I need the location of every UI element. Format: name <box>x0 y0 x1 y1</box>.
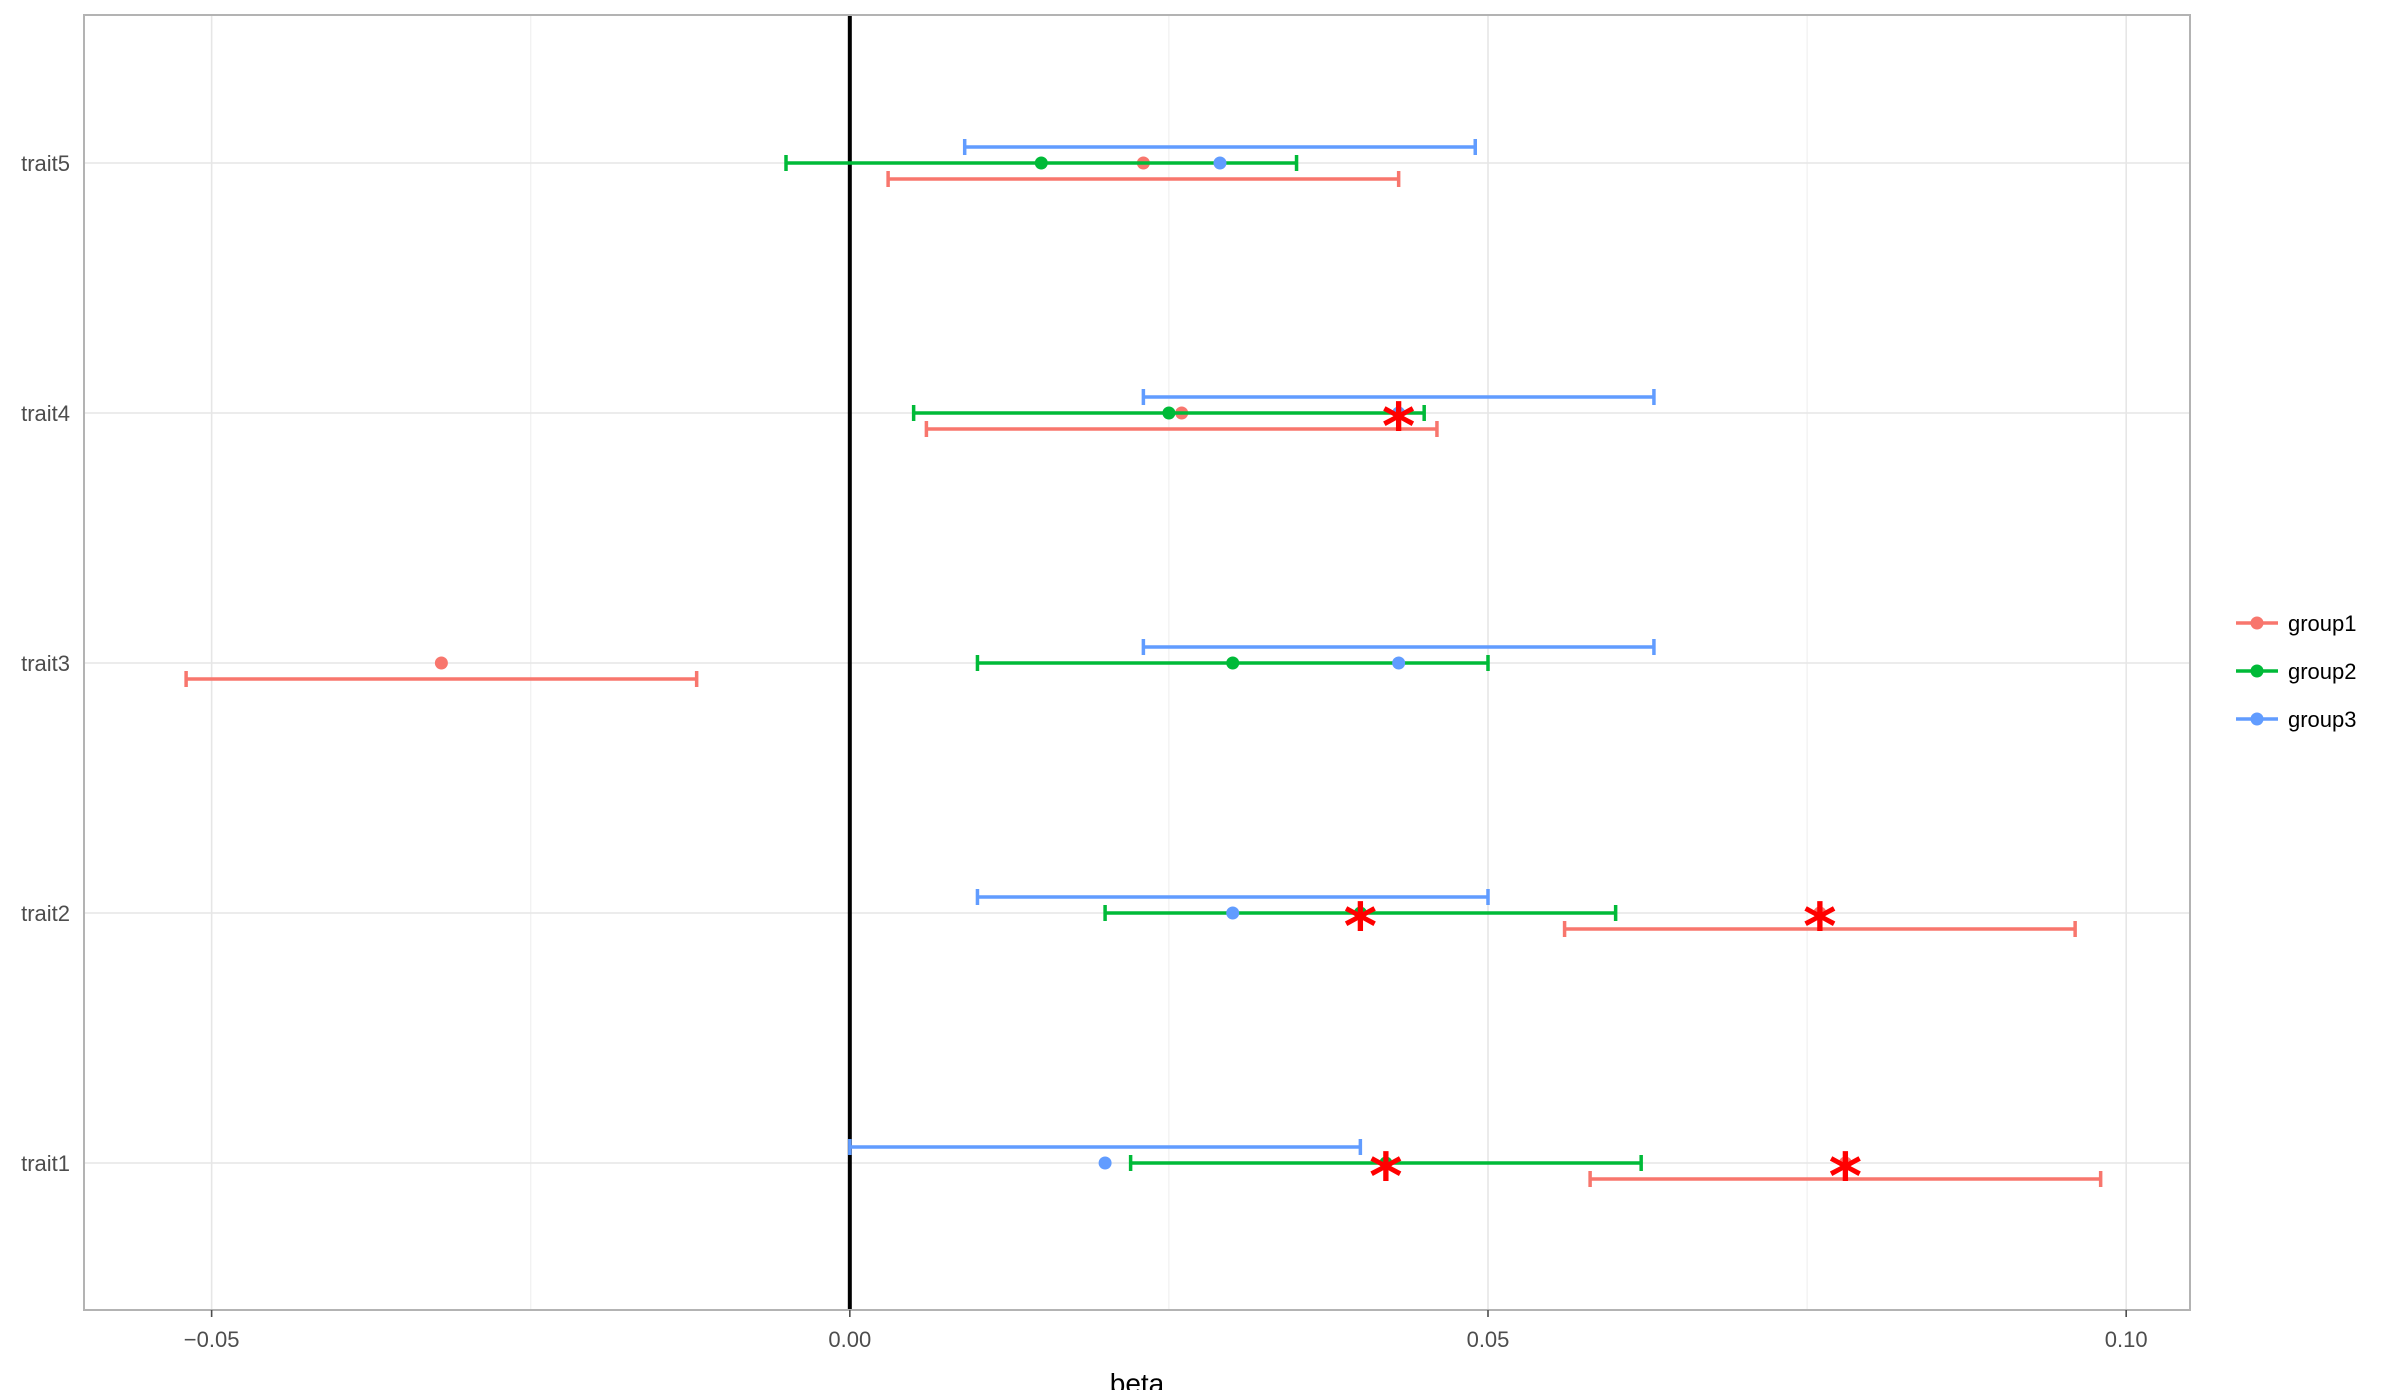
point-estimate <box>1392 406 1406 420</box>
legend-item-group3: group3 <box>2236 707 2357 732</box>
y-tick-label: trait4 <box>21 401 70 426</box>
x-tick-label: 0.00 <box>828 1327 871 1352</box>
point-estimate <box>1838 1156 1852 1170</box>
y-tick-label: trait1 <box>21 1151 70 1176</box>
series-group3 <box>848 139 1656 1170</box>
significance-star: * <box>1344 891 1377 965</box>
y-tick-label: trait3 <box>21 651 70 676</box>
point-estimate <box>1392 656 1406 670</box>
point-estimate <box>1379 1156 1393 1170</box>
x-tick-label: 0.10 <box>2105 1327 2148 1352</box>
legend-key-point <box>2250 616 2264 630</box>
x-axis-title: beta <box>1110 1368 1165 1390</box>
legend-item-group2: group2 <box>2236 659 2357 684</box>
y-tick-label: trait2 <box>21 901 70 926</box>
point-estimate <box>1813 906 1827 920</box>
y-axis-tick-labels: trait1 trait2 trait3 trait4 trait5 <box>21 151 70 1176</box>
legend-key-point <box>2250 712 2264 726</box>
legend-key-point <box>2250 664 2264 678</box>
legend-label: group1 <box>2288 611 2357 636</box>
series-group1 <box>184 156 2103 1187</box>
legend-item-group1: group1 <box>2236 611 2357 636</box>
point-estimate <box>1226 656 1240 670</box>
point-estimate <box>1034 156 1048 170</box>
significance-star: * <box>1369 1141 1402 1215</box>
point-estimate <box>1162 406 1176 420</box>
x-tick-label: 0.05 <box>1467 1327 1510 1352</box>
series-layer <box>184 139 2103 1187</box>
legend: group1 group2 group3 <box>2236 611 2357 732</box>
y-tick-label: trait5 <box>21 151 70 176</box>
x-axis-tick-labels: −0.05 0.00 0.05 0.10 <box>184 1310 2148 1352</box>
significance-star: * <box>1382 391 1415 465</box>
significance-star: * <box>1829 1141 1862 1215</box>
point-estimate <box>1213 156 1227 170</box>
plot-panel-border <box>83 14 2191 1311</box>
significance-markers: * * * * * <box>1344 391 1862 1215</box>
legend-label: group2 <box>2288 659 2357 684</box>
x-tick-label: −0.05 <box>184 1327 240 1352</box>
legend-label: group3 <box>2288 707 2357 732</box>
point-estimate <box>434 656 448 670</box>
point-estimate <box>1353 906 1367 920</box>
significance-star: * <box>1803 891 1836 965</box>
point-estimate <box>1226 906 1240 920</box>
point-estimate <box>1098 1156 1112 1170</box>
